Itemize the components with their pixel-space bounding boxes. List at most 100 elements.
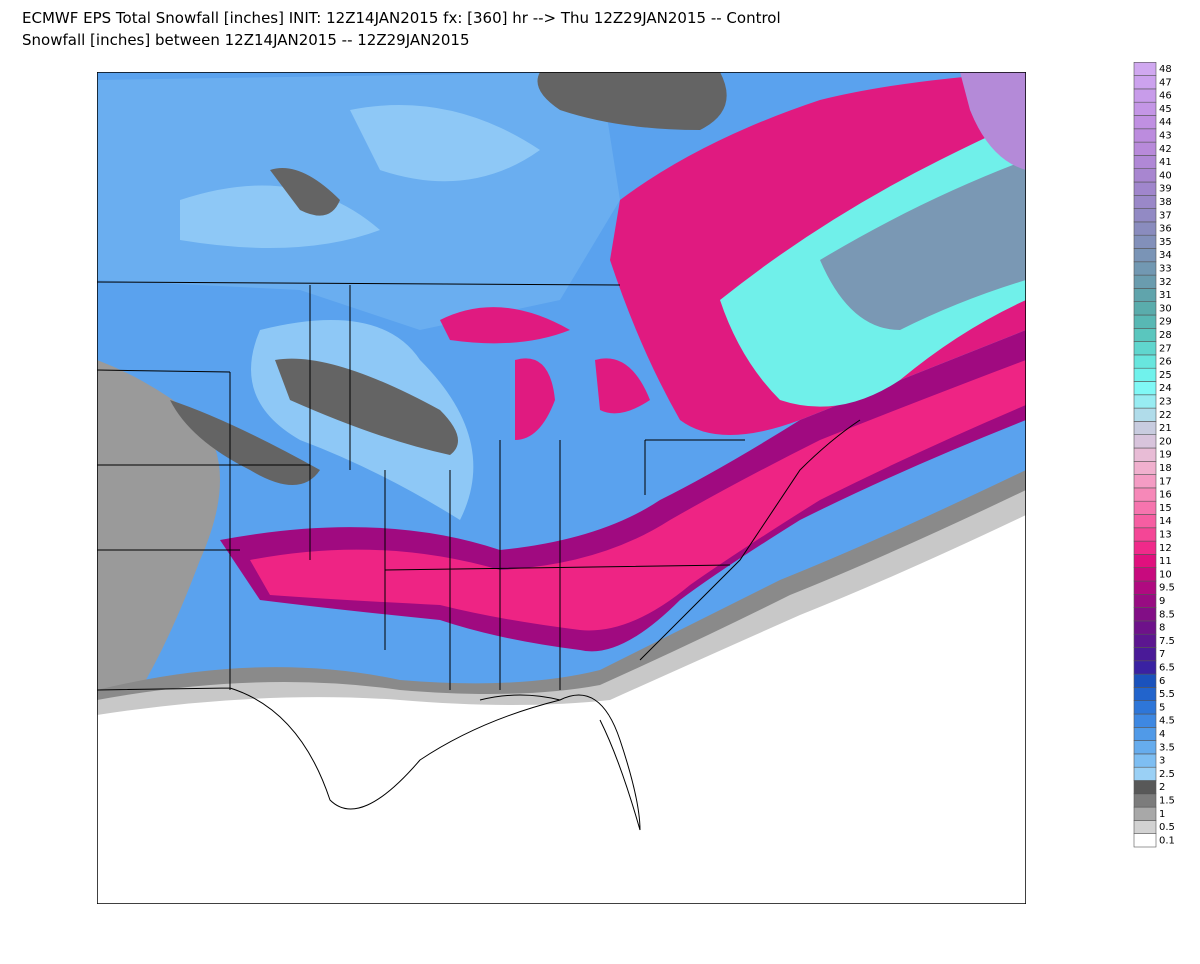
colorbar-label: 0.1	[1159, 835, 1175, 846]
colorbar-box	[1133, 713, 1157, 728]
colorbar-box	[1133, 421, 1157, 435]
colorbar-label: 34	[1159, 250, 1172, 261]
borders	[97, 281, 861, 831]
colorbar-label: 2	[1159, 782, 1165, 793]
colorbar-box	[1133, 327, 1157, 342]
colorbar-label: 20	[1159, 436, 1172, 447]
colorbar-box	[1133, 61, 1157, 76]
snow-region	[250, 360, 1026, 631]
colorbar-box	[1133, 474, 1157, 489]
colorbar-label: 36	[1159, 224, 1172, 235]
colorbar-label: 9	[1159, 596, 1165, 607]
snow-region	[180, 105, 540, 520]
colorbar-box	[1133, 195, 1157, 209]
colorbar-label: 37	[1159, 210, 1172, 221]
snow-region	[960, 72, 1026, 170]
colorbar-box	[1133, 593, 1157, 608]
colorbar-box	[1133, 434, 1157, 449]
colorbar-box	[1133, 141, 1157, 156]
colorbar-label: 11	[1159, 556, 1172, 567]
colorbar-label: 17	[1159, 476, 1172, 487]
title: ECMWF EPS Total Snowfall [inches] INIT: …	[22, 9, 781, 27]
colorbar-label: 4	[1159, 729, 1165, 740]
colorbar-label: 22	[1159, 410, 1172, 421]
colorbar-label: 40	[1159, 170, 1172, 181]
colorbar-label: 32	[1159, 277, 1172, 288]
colorbar-box	[1133, 234, 1157, 249]
colorbar-label: 12	[1159, 543, 1172, 554]
colorbar-box	[1133, 633, 1157, 648]
colorbar-box	[1133, 407, 1157, 422]
colorbar-box	[1133, 367, 1157, 382]
colorbar-label: 31	[1159, 290, 1172, 301]
colorbar-box	[1133, 115, 1157, 130]
colorbar-label: 15	[1159, 503, 1172, 514]
colorbar-label: 0.5	[1159, 822, 1175, 833]
colorbar-box	[1133, 314, 1157, 329]
snow-region	[170, 168, 458, 485]
colorbar-label: 28	[1159, 330, 1172, 341]
colorbar-box	[1133, 780, 1157, 795]
colorbar-box	[1133, 607, 1157, 622]
map	[97, 72, 1026, 904]
colorbar-label: 3	[1159, 756, 1165, 767]
colorbar-label: 42	[1159, 144, 1172, 155]
colorbar-label: 39	[1159, 184, 1172, 195]
colorbar-box	[1133, 660, 1157, 675]
colorbar-label: 9.5	[1159, 583, 1175, 594]
colorbar-box	[1133, 221, 1157, 236]
colorbar-label: 44	[1159, 117, 1172, 128]
colorbar-label: 8.5	[1159, 609, 1175, 620]
colorbar-label: 26	[1159, 357, 1172, 368]
colorbar-box	[1133, 500, 1157, 515]
colorbar-label: 48	[1159, 64, 1172, 75]
snow-region	[820, 160, 1026, 330]
colorbar-box	[1133, 580, 1157, 595]
colorbar-label: 1.5	[1159, 795, 1175, 806]
colorbar-box	[1133, 554, 1157, 569]
colorbar: 0.1 0.5 1 1.5 2 2.5 3 3.5 4 4.5 5 5.5 6 6.5 7 7.5 8 8.5 9 9…	[1133, 61, 1175, 848]
colorbar-label: 3.5	[1159, 742, 1175, 753]
colorbar-label: 46	[1159, 91, 1172, 102]
colorbar-box	[1133, 274, 1157, 289]
colorbar-box	[1133, 833, 1157, 848]
colorbar-box	[1133, 301, 1157, 316]
colorbar-label: 19	[1159, 450, 1172, 461]
colorbar-box	[1133, 261, 1157, 276]
colorbar-label: 6.5	[1159, 662, 1175, 673]
colorbar-box	[1133, 820, 1157, 835]
colorbar-label: 41	[1159, 157, 1172, 168]
colorbar-label: 27	[1159, 343, 1172, 354]
snow-region	[97, 515, 1026, 904]
colorbar-label: 7.5	[1159, 636, 1175, 647]
colorbar-box	[1133, 75, 1157, 90]
colorbar-box	[1133, 341, 1157, 356]
colorbar-label: 47	[1159, 77, 1172, 88]
colorbar-label: 5	[1159, 702, 1165, 713]
colorbar-box	[1133, 647, 1157, 662]
colorbar-label: 29	[1159, 317, 1172, 328]
colorbar-box	[1133, 567, 1157, 582]
colorbar-box	[1133, 620, 1157, 635]
colorbar-box	[1133, 806, 1157, 821]
colorbar-label: 8	[1159, 623, 1165, 634]
colorbar-box	[1133, 793, 1157, 808]
snow-region	[537, 72, 727, 130]
colorbar-box	[1133, 354, 1157, 369]
colorbar-label: 5.5	[1159, 689, 1175, 700]
colorbar-label: 18	[1159, 463, 1172, 474]
colorbar-box	[1133, 248, 1157, 263]
colorbar-label: 6	[1159, 676, 1165, 687]
colorbar-box	[1133, 540, 1157, 555]
colorbar-label: 2.5	[1159, 769, 1175, 780]
colorbar-label: 23	[1159, 396, 1172, 407]
colorbar-box	[1133, 687, 1157, 702]
lake-snow	[440, 307, 650, 440]
colorbar-box	[1133, 181, 1157, 196]
colorbar-label: 33	[1159, 263, 1172, 274]
colorbar-box	[1133, 753, 1157, 768]
colorbar-box	[1133, 101, 1157, 116]
colorbar-label: 4.5	[1159, 716, 1175, 727]
